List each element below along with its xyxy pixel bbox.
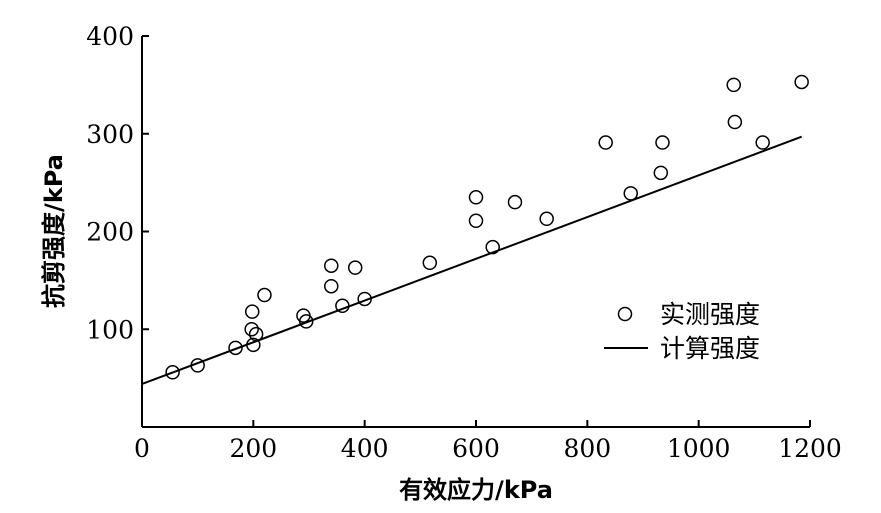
x-tick-label: 0 — [134, 434, 150, 463]
measured-point — [727, 114, 743, 130]
x-tick-label: 1000 — [667, 434, 731, 463]
y-tick-label: 200 — [86, 218, 134, 247]
x-ticks: 0 200 400 600 800 1000 1200 — [134, 420, 842, 463]
measured-point — [623, 186, 639, 201]
x-tick-label: 200 — [229, 434, 277, 463]
x-tick-label: 1200 — [778, 434, 842, 463]
y-tick-label: 300 — [86, 120, 134, 149]
measured-point — [653, 165, 669, 181]
measured-points-layer — [165, 74, 809, 380]
measured-point — [468, 190, 484, 205]
measured-point — [244, 304, 260, 319]
measured-point — [598, 135, 613, 150]
measured-point — [726, 77, 741, 93]
measured-point — [165, 365, 180, 380]
measured-point — [324, 278, 339, 294]
measured-point — [246, 337, 261, 353]
x-tick-label: 400 — [341, 434, 389, 463]
calc-line-layer — [141, 135, 803, 385]
measured-point — [485, 239, 500, 255]
measured-point — [507, 194, 523, 210]
measured-point — [248, 326, 264, 342]
measured-point — [755, 135, 770, 150]
measured-point — [357, 291, 372, 307]
legend-label-measured: 实测强度 — [660, 300, 760, 329]
measured-point — [257, 287, 272, 303]
measured-point — [190, 358, 205, 373]
y-tick-label: 400 — [86, 22, 134, 51]
measured-point — [468, 213, 484, 228]
legend-marker-measured — [617, 306, 633, 322]
measured-point — [794, 74, 809, 90]
x-axis-title: 有效应力/kPa — [399, 476, 553, 504]
calculated-strength-line — [141, 135, 803, 385]
y-ticks: 100 200 300 400 — [86, 22, 149, 344]
x-tick-label: 600 — [452, 434, 500, 463]
x-tick-label: 800 — [563, 434, 611, 463]
measured-point — [655, 135, 670, 150]
measured-point — [539, 211, 554, 227]
measured-point — [347, 260, 363, 275]
measured-point — [228, 340, 243, 356]
measured-point — [298, 314, 314, 329]
legend: 实测强度 计算强度 — [604, 300, 760, 363]
measured-point — [244, 322, 259, 337]
y-axis-title: 抗剪强度/kPa — [40, 154, 68, 308]
measured-point — [335, 298, 350, 314]
measured-point — [324, 258, 339, 273]
y-tick-label: 100 — [86, 315, 134, 344]
legend-label-calculated: 计算强度 — [660, 334, 760, 363]
measured-point — [422, 255, 438, 271]
